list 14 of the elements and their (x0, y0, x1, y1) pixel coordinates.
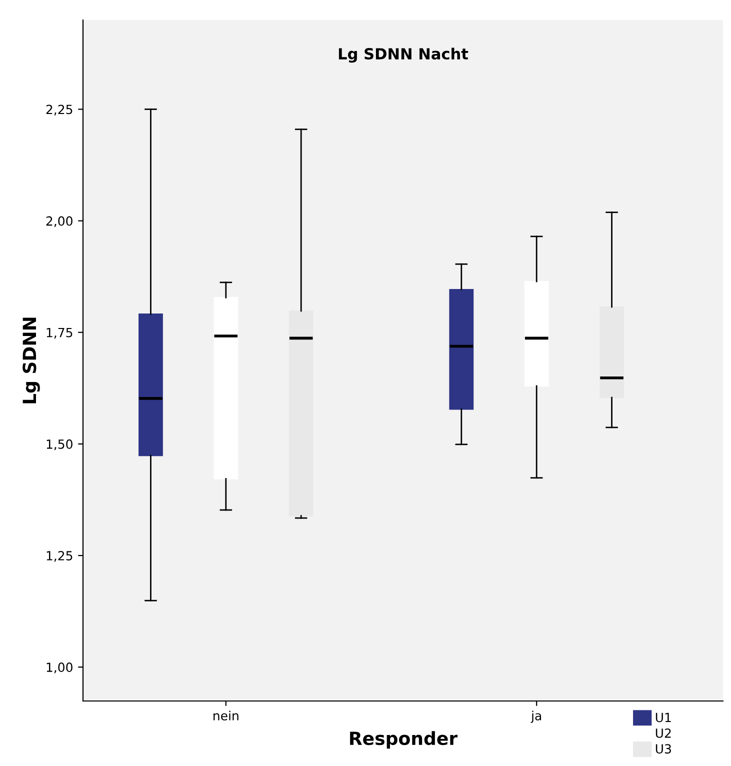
legend-label: U1 (656, 712, 671, 722)
y-tick-label: 1,75 (46, 328, 72, 339)
x-axis-title: Responder (350, 731, 458, 749)
text: Lg SDNN Nacht (338, 48, 468, 63)
legend-label: U2 (656, 728, 671, 738)
y-tick-label: 2,00 (46, 216, 72, 228)
x-tick-label: ja (530, 710, 542, 723)
legend-label: U3 (656, 744, 671, 754)
y-tick-label: 1,50 (46, 439, 72, 450)
y-tick-label: 1,25 (46, 550, 72, 562)
y-tick-label: 1,00 (46, 662, 72, 674)
x-tick-label: nein (214, 710, 238, 720)
y-axis-title: Lg SDNN (22, 318, 40, 404)
y-tick-label: 2,25 (46, 104, 72, 116)
